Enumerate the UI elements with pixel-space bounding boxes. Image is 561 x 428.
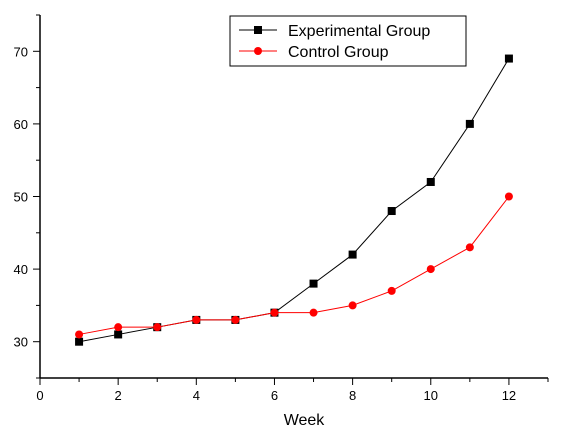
data-point bbox=[309, 308, 318, 317]
data-point bbox=[348, 301, 357, 310]
x-tick-label: 4 bbox=[193, 388, 200, 403]
x-tick-label: 10 bbox=[424, 388, 438, 403]
x-tick-label: 8 bbox=[349, 388, 356, 403]
legend-marker bbox=[254, 47, 262, 55]
x-axis-title: Week bbox=[284, 412, 326, 428]
data-point bbox=[153, 323, 162, 332]
data-point bbox=[426, 177, 435, 186]
y-tick-label: 70 bbox=[14, 44, 28, 59]
data-point bbox=[75, 337, 84, 346]
series-layer bbox=[75, 54, 513, 346]
series-1 bbox=[75, 54, 513, 346]
x-tick-label: 12 bbox=[502, 388, 516, 403]
data-point bbox=[114, 323, 123, 332]
x-tick-label: 0 bbox=[36, 388, 43, 403]
x-tick-label: 2 bbox=[115, 388, 122, 403]
legend-item: Experimental Group bbox=[239, 23, 430, 40]
y-tick-label: 30 bbox=[14, 335, 28, 350]
data-point bbox=[387, 286, 396, 295]
axes bbox=[39, 15, 548, 379]
data-point bbox=[504, 54, 513, 63]
data-point bbox=[465, 243, 474, 252]
data-point bbox=[387, 207, 396, 216]
data-point bbox=[465, 119, 474, 128]
legend: Experimental Group Control Group bbox=[229, 15, 467, 67]
data-point bbox=[192, 315, 201, 324]
data-point bbox=[309, 279, 318, 288]
legend-item: Control Group bbox=[239, 44, 389, 61]
series-line bbox=[78, 196, 510, 335]
data-point bbox=[426, 265, 435, 274]
data-point bbox=[75, 330, 84, 339]
series-line bbox=[78, 58, 510, 343]
legend-label: Experimental Group bbox=[288, 23, 430, 40]
series-2 bbox=[75, 192, 513, 339]
x-tick-label: 6 bbox=[271, 388, 278, 403]
y-tick-label: 40 bbox=[14, 262, 28, 277]
data-point bbox=[231, 315, 240, 324]
legend-box bbox=[229, 15, 467, 67]
data-point bbox=[270, 308, 279, 317]
data-point bbox=[348, 250, 357, 259]
ticks: 0 2 4 6 8 10 12 30 40 50 60 70 bbox=[14, 14, 549, 403]
data-point bbox=[114, 330, 123, 339]
legend-marker bbox=[254, 26, 262, 34]
data-point bbox=[504, 192, 513, 201]
y-tick-label: 60 bbox=[14, 117, 28, 132]
y-tick-label: 50 bbox=[14, 190, 28, 205]
legend-label: Control Group bbox=[288, 44, 389, 61]
